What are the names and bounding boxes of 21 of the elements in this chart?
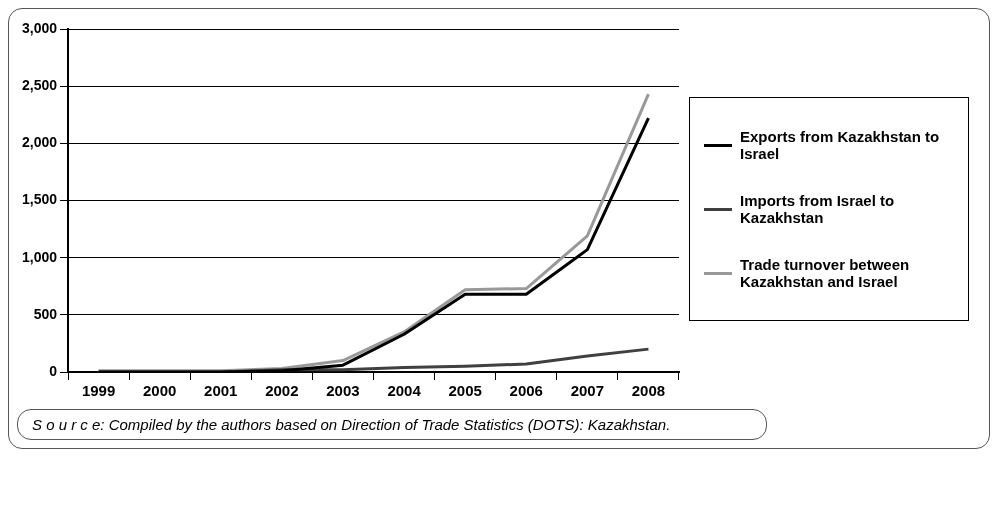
x-tick-label: 2000 [142,382,177,400]
legend-label: Exports from Kazakhstan to Israel [740,128,941,162]
x-tick-label: 1999 [81,382,116,400]
x-tick-label: 2007 [570,382,605,400]
x-tick-label: 2006 [509,382,543,400]
text: S o u r c e: Compiled by the authors based on Direction of Trade Statistics (DOTS): Kazakhstan. [17,409,767,440]
y-tick-label: 500 [33,305,58,322]
x-tick-label: 2001 [204,382,238,400]
y-tick-label: 3,000 [21,19,58,36]
y-tick-label: 2,500 [21,77,58,94]
y-tick-label: 1,000 [21,248,58,265]
x-tick-label: 2003 [326,382,360,400]
y-tick-label: 0 [49,362,58,379]
y-tick-label: 2,000 [21,134,58,151]
legend-label: Imports from Israel to Kazakhstan [740,192,896,226]
legend-label: Trade turnover between Kazakhstan and Israel [740,256,911,290]
x-tick-label: 2008 [631,382,666,400]
y-tick-label: 1,500 [21,191,58,208]
x-tick-label: 2002 [265,382,299,400]
x-tick-label: 2004 [387,382,422,400]
x-tick-label: 2005 [448,382,482,400]
